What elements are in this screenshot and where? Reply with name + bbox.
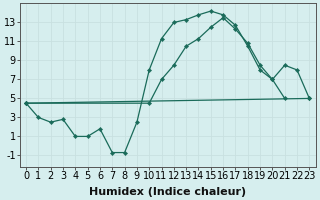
X-axis label: Humidex (Indice chaleur): Humidex (Indice chaleur) xyxy=(89,187,246,197)
